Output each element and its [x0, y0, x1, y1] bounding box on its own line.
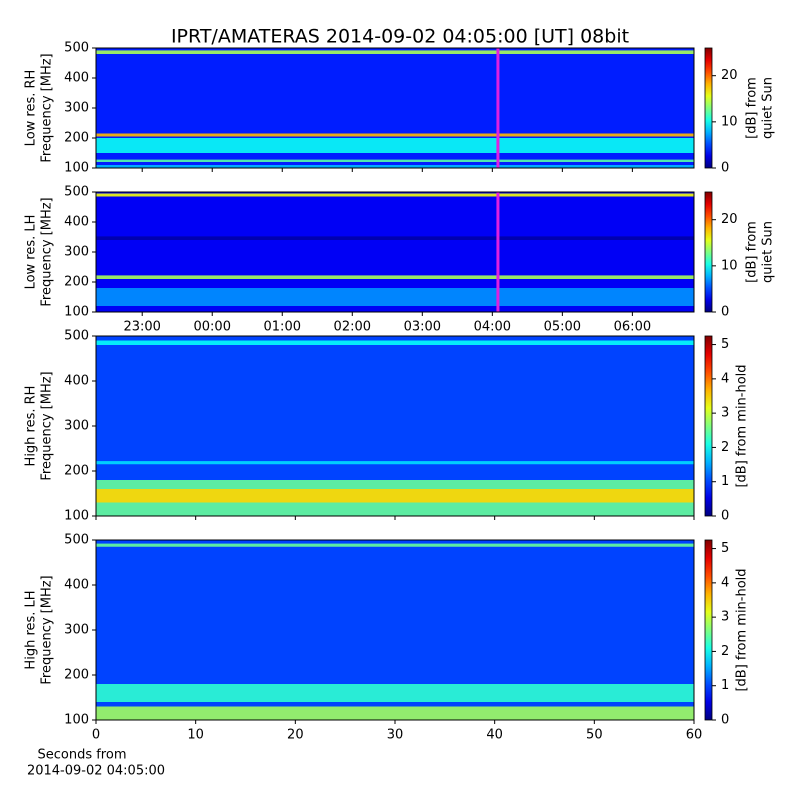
- y-tick-label: 300: [64, 419, 89, 434]
- y-axis-label: Frequency [MHz]: [40, 371, 55, 480]
- colorbar-label: quiet Sun: [761, 77, 776, 139]
- x-tick-label: 00:00: [194, 320, 231, 335]
- colorbar-tick-label: 1: [721, 678, 729, 693]
- colorbar-label: [dB] from: [745, 221, 760, 283]
- x-tick-label: 50: [586, 728, 603, 743]
- colorbar: [704, 191, 713, 313]
- x-axis-label: 2014-09-02 04:05:00: [27, 764, 165, 779]
- y-tick-label: 300: [64, 101, 89, 116]
- y-tick-label: 100: [64, 713, 89, 728]
- spectrogram-band: [96, 165, 694, 168]
- colorbar-label: [dB] from: [745, 77, 760, 139]
- colorbar-tick-label: 10: [721, 258, 738, 273]
- spectrogram-band: [96, 706, 694, 720]
- y-tick-label: 200: [64, 668, 89, 683]
- x-tick-label: 04:00: [474, 320, 511, 335]
- y-tick-label: 100: [64, 161, 89, 176]
- x-tick-label: 03:00: [404, 320, 441, 335]
- x-tick-label: 30: [387, 728, 404, 743]
- y-tick-label: 200: [64, 464, 89, 479]
- x-tick-label: 10: [187, 728, 204, 743]
- y-axis-label: Frequency [MHz]: [40, 53, 55, 162]
- y-tick-label: 300: [64, 623, 89, 638]
- y-tick-label: 500: [64, 185, 89, 200]
- colorbar-tick-label: 3: [721, 406, 729, 421]
- colorbar: [704, 539, 713, 721]
- colorbar-tick-label: 4: [721, 575, 729, 590]
- y-axis-label: Low res. LH: [24, 215, 39, 290]
- y-tick-label: 200: [64, 131, 89, 146]
- y-axis-label: Low res. RH: [24, 70, 39, 147]
- spectrogram-band: [96, 288, 694, 306]
- spectrogram-band: [96, 489, 694, 503]
- x-tick-label: 06:00: [614, 320, 651, 335]
- x-tick-label: 40: [486, 728, 503, 743]
- colorbar: [704, 47, 713, 169]
- colorbar-label: [dB] from min-hold: [735, 364, 750, 487]
- figure-title: IPRT/AMATERAS 2014-09-02 04:05:00 [UT] 0…: [171, 26, 629, 48]
- x-tick-label: 23:00: [123, 320, 160, 335]
- colorbar-tick-label: 5: [721, 541, 729, 556]
- y-tick-label: 500: [64, 533, 89, 548]
- x-tick-label: 02:00: [334, 320, 371, 335]
- x-tick-label: 0: [92, 728, 100, 743]
- spectrogram-band: [96, 138, 694, 153]
- spectrogram-band: [96, 193, 694, 197]
- x-tick-label: 05:00: [544, 320, 581, 335]
- y-tick-label: 100: [64, 305, 89, 320]
- spectrogram-band: [96, 133, 694, 137]
- y-axis-label: High res. LH: [24, 590, 39, 669]
- spectrogram-band: [96, 236, 694, 240]
- spectrogram-band: [96, 461, 694, 465]
- spectrogram-band: [96, 684, 694, 702]
- colorbar-label: quiet Sun: [761, 221, 776, 283]
- colorbar-tick-label: 4: [721, 371, 729, 386]
- colorbar: [704, 335, 713, 517]
- colorbar-tick-label: 0: [721, 305, 729, 320]
- colorbar-tick-label: 20: [721, 212, 738, 227]
- spectrogram-band: [96, 159, 694, 162]
- y-tick-label: 300: [64, 245, 89, 260]
- spectrogram-band: [96, 50, 694, 54]
- y-axis-label: Frequency [MHz]: [40, 575, 55, 684]
- y-tick-label: 100: [64, 509, 89, 524]
- colorbar-tick-label: 0: [721, 161, 729, 176]
- y-tick-label: 500: [64, 41, 89, 56]
- y-tick-label: 400: [64, 215, 89, 230]
- y-axis-label: High res. RH: [24, 386, 39, 467]
- colorbar-tick-label: 2: [721, 440, 729, 455]
- colorbar-tick-label: 10: [721, 114, 738, 129]
- colorbar-tick-label: 3: [721, 610, 729, 625]
- x-tick-label: 60: [686, 728, 703, 743]
- colorbar-tick-label: 20: [721, 68, 738, 83]
- y-tick-label: 400: [64, 71, 89, 86]
- y-axis-label: Frequency [MHz]: [40, 197, 55, 306]
- y-tick-label: 500: [64, 329, 89, 344]
- spectrogram-band: [96, 275, 694, 279]
- x-tick-label: 20: [287, 728, 304, 743]
- colorbar-tick-label: 0: [721, 713, 729, 728]
- x-axis-label: Seconds from: [37, 748, 126, 763]
- y-tick-label: 400: [64, 578, 89, 593]
- colorbar-tick-label: 5: [721, 337, 729, 352]
- colorbar-tick-label: 1: [721, 474, 729, 489]
- x-tick-label: 01:00: [264, 320, 301, 335]
- colorbar-tick-label: 2: [721, 644, 729, 659]
- spectrogram-band: [96, 543, 694, 547]
- colorbar-tick-label: 0: [721, 509, 729, 524]
- y-tick-label: 200: [64, 275, 89, 290]
- spectrogram-band: [96, 340, 694, 345]
- y-tick-label: 400: [64, 374, 89, 389]
- colorbar-label: [dB] from min-hold: [735, 568, 750, 691]
